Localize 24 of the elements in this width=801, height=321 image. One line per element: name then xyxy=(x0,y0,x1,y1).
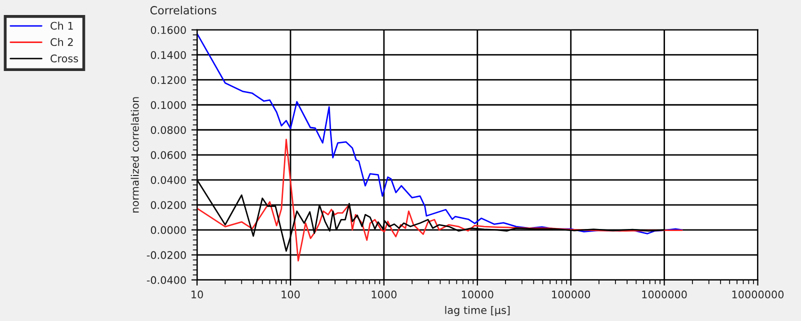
y-axis-title: normalized correlation xyxy=(130,97,139,212)
x-tick-label: 100000 xyxy=(552,290,590,298)
y-tick-label: -0.0200 xyxy=(146,251,186,260)
legend-label: Ch 2 xyxy=(50,38,73,46)
x-tick-label: 10 xyxy=(192,290,203,298)
x-tick-label: 10000000 xyxy=(732,290,784,298)
y-tick-label: 0.0400 xyxy=(150,176,186,184)
x-tick-label: 1000 xyxy=(372,290,397,298)
y-tick-label: 0.1200 xyxy=(150,76,186,84)
y-tick-label: 0.0000 xyxy=(150,226,186,234)
chart-title: Correlations xyxy=(150,6,216,14)
y-tick-label: 0.1000 xyxy=(150,101,186,109)
y-tick-label: 0.1400 xyxy=(150,51,186,59)
x-tick-label: 1000000 xyxy=(642,290,687,298)
x-tick-label: 100 xyxy=(282,290,300,298)
y-tick-label: 0.0600 xyxy=(150,151,186,159)
y-tick-label: 0.1600 xyxy=(150,26,186,34)
x-axis-title: lag time [µs] xyxy=(445,306,510,316)
legend-label: Ch 1 xyxy=(50,22,73,30)
y-tick-label: 0.0800 xyxy=(150,126,186,134)
y-tick-label: 0.0200 xyxy=(150,201,186,209)
legend-label: Cross xyxy=(50,54,78,62)
y-tick-label: -0.0400 xyxy=(146,276,186,284)
x-tick-label: 10000 xyxy=(462,290,494,298)
